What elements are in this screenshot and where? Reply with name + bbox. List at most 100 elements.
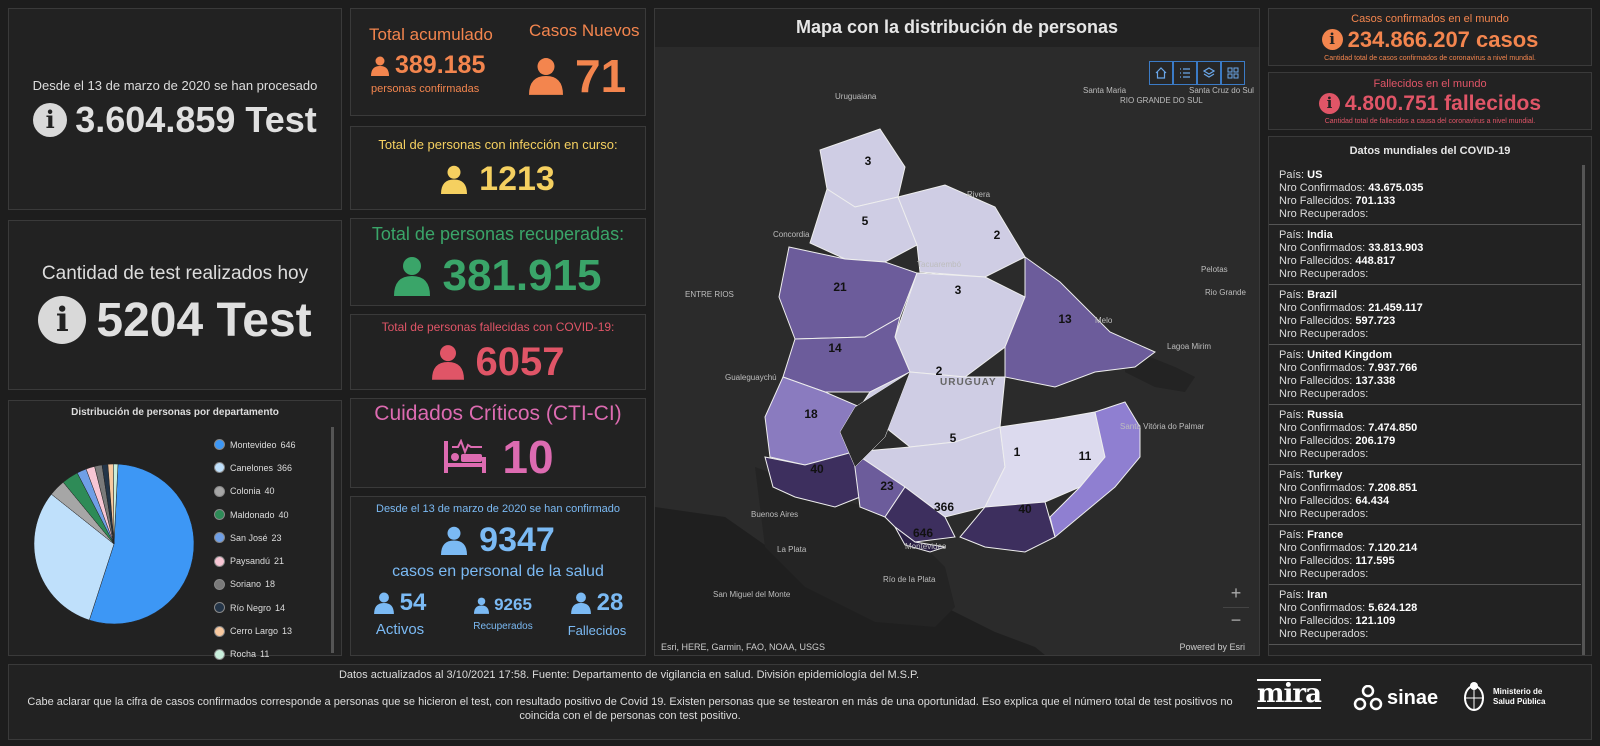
department-value[interactable]: 2 bbox=[936, 364, 943, 378]
department-value[interactable]: 14 bbox=[828, 341, 842, 355]
legend-item[interactable]: Paysandú 21 bbox=[214, 549, 324, 572]
department-value[interactable]: 3 bbox=[865, 154, 872, 168]
legend-item[interactable]: Montevideo 646 bbox=[214, 433, 324, 456]
department-value[interactable]: 40 bbox=[1018, 502, 1032, 516]
legend-swatch bbox=[214, 648, 225, 660]
info-icon: i bbox=[1321, 29, 1343, 50]
place-label: Concordia bbox=[773, 230, 810, 239]
world-data-field: Nro Fallecidos: 117.595 bbox=[1279, 555, 1395, 567]
health-staff-value: 9347 bbox=[479, 521, 555, 559]
person-icon bbox=[441, 526, 468, 555]
legend-value: 11 bbox=[260, 649, 270, 660]
department-value[interactable]: 646 bbox=[913, 526, 933, 540]
legend-value: 40 bbox=[278, 509, 289, 520]
department-value[interactable]: 3 bbox=[955, 283, 962, 297]
legend-swatch bbox=[214, 578, 225, 590]
department-value[interactable]: 13 bbox=[1058, 312, 1072, 326]
totals-panel: Total acumulado 389.185 personas confirm… bbox=[350, 8, 646, 116]
department-value[interactable]: 21 bbox=[833, 280, 847, 294]
place-label: Pelotas bbox=[1201, 265, 1228, 274]
legend-value: 18 bbox=[265, 579, 276, 590]
pie-slice-0[interactable] bbox=[89, 463, 195, 625]
legend-value: 366 bbox=[277, 462, 293, 473]
health-staff-sub: casos en personal de la salud bbox=[392, 563, 604, 580]
total-accum-sub: personas confirmadas bbox=[371, 83, 480, 95]
department-value[interactable]: 23 bbox=[880, 479, 894, 493]
legend-swatch bbox=[214, 485, 225, 497]
tests-total-caption: Desde el 13 de marzo de 2020 se han proc… bbox=[32, 77, 318, 93]
department-value[interactable]: 366 bbox=[934, 500, 954, 514]
home-icon bbox=[1155, 67, 1167, 79]
legend-label: Paysandú bbox=[230, 556, 271, 567]
place-label: Gualeguaychú bbox=[725, 373, 777, 382]
home-button[interactable] bbox=[1149, 61, 1173, 85]
legend-scrollbar[interactable] bbox=[331, 427, 334, 653]
distribution-pie-chart bbox=[33, 463, 195, 625]
world-data-row[interactable]: País: India Nro Confirmados: 33.813.903 Nr… bbox=[1269, 225, 1581, 285]
world-data-row[interactable]: País: France Nro Confirmados: 7.120.214 Nr… bbox=[1269, 525, 1581, 585]
world-deaths-panel: Fallecidos en el mundo i 4.800.751 falle… bbox=[1268, 72, 1592, 130]
world-data-field: Nro Confirmados: 21.459.117 bbox=[1279, 302, 1423, 314]
world-data-row[interactable]: País: United Kingdom Nro Confirmados: 7.9… bbox=[1269, 345, 1581, 405]
department-value[interactable]: 40 bbox=[810, 462, 824, 476]
legend-item[interactable]: Colonia 40 bbox=[214, 480, 324, 503]
world-data-field: Nro Fallecidos: 206.179 bbox=[1279, 435, 1396, 447]
world-list-scrollbar[interactable] bbox=[1582, 165, 1585, 655]
tests-total-value: 3.604.859 Test bbox=[75, 98, 317, 140]
legend-item[interactable]: San José 23 bbox=[214, 526, 324, 549]
department-value[interactable]: 5 bbox=[862, 214, 869, 228]
deceased-value: 6057 bbox=[475, 339, 565, 384]
world-data-list[interactable]: País: US Nro Confirmados: 43.675.035 Nro F… bbox=[1269, 165, 1581, 655]
zoom-in-button[interactable]: + bbox=[1230, 583, 1242, 603]
world-data-row[interactable]: País: Iran Nro Confirmados: 5.624.128 Nro … bbox=[1269, 585, 1581, 645]
layers-button[interactable] bbox=[1197, 61, 1221, 85]
map-toolbar bbox=[1149, 61, 1245, 85]
legend-label: Montevideo bbox=[230, 439, 277, 450]
place-label: Buenos Aires bbox=[751, 510, 798, 519]
info-icon: i bbox=[33, 102, 68, 137]
footer-panel: Datos actualizados al 3/10/2021 17:58. F… bbox=[8, 664, 1592, 740]
department-value[interactable]: 1 bbox=[1014, 445, 1021, 459]
mira-logo: mira bbox=[1257, 679, 1322, 709]
world-data-field: Nro Confirmados: 7.474.850 bbox=[1279, 422, 1418, 434]
active-value: 1213 bbox=[479, 160, 555, 198]
staff-deceased-value: 28 bbox=[596, 589, 624, 616]
department-value[interactable]: 18 bbox=[804, 407, 818, 421]
legend-label: Canelones bbox=[230, 462, 274, 473]
zoom-out-button[interactable]: − bbox=[1223, 607, 1249, 631]
basemap-button[interactable] bbox=[1221, 61, 1245, 85]
legend-label: Soriano bbox=[230, 579, 262, 590]
legend-swatch bbox=[214, 625, 225, 637]
legend-item[interactable]: Maldonado 40 bbox=[214, 503, 324, 526]
legend-item[interactable]: Cerro Largo 13 bbox=[214, 619, 324, 642]
pie-slice-9[interactable] bbox=[113, 463, 119, 545]
world-data-field: País: Brazil bbox=[1279, 289, 1338, 301]
pie-slice-1[interactable] bbox=[33, 493, 115, 621]
legend-item[interactable]: Canelones 366 bbox=[214, 456, 324, 479]
world-data-field: Nro Confirmados: 7.120.214 bbox=[1279, 542, 1418, 554]
world-data-field: País: US bbox=[1279, 169, 1323, 181]
legend-button[interactable] bbox=[1173, 61, 1197, 85]
world-data-row[interactable]: País: Brazil Nro Confirmados: 21.459.117 N… bbox=[1269, 285, 1581, 345]
info-icon: i bbox=[1318, 93, 1340, 114]
department-value[interactable]: 2 bbox=[994, 228, 1001, 242]
total-accum-label: Total acumulado bbox=[369, 25, 493, 44]
world-data-field: Nro Recuperados: bbox=[1279, 568, 1369, 580]
world-data-row[interactable]: País: US Nro Confirmados: 43.675.035 Nro F… bbox=[1269, 165, 1581, 225]
map-powered-by[interactable]: Powered by Esri bbox=[1179, 642, 1245, 652]
world-data-row[interactable]: País: Russia Nro Confirmados: 7.474.850 Nr… bbox=[1269, 405, 1581, 465]
department-value[interactable]: 11 bbox=[1079, 449, 1092, 463]
department-value[interactable]: 5 bbox=[950, 431, 957, 445]
world-data-row[interactable]: País: Turkey Nro Confirmados: 7.208.851 Nr… bbox=[1269, 465, 1581, 525]
tests-total-panel: Desde el 13 de marzo de 2020 se han proc… bbox=[8, 8, 342, 210]
legend-item[interactable]: Soriano 18 bbox=[214, 573, 324, 596]
legend-item[interactable]: Rocha 11 bbox=[214, 643, 324, 666]
list-icon bbox=[1180, 68, 1190, 78]
legend-item[interactable]: Río Negro 14 bbox=[214, 596, 324, 619]
place-label: San Miguel del Monte bbox=[713, 590, 791, 599]
place-label: Santa Vitória do Palmar bbox=[1120, 422, 1205, 431]
world-data-field: País: Turkey bbox=[1279, 469, 1343, 481]
world-data-field: Nro Recuperados: bbox=[1279, 628, 1369, 640]
